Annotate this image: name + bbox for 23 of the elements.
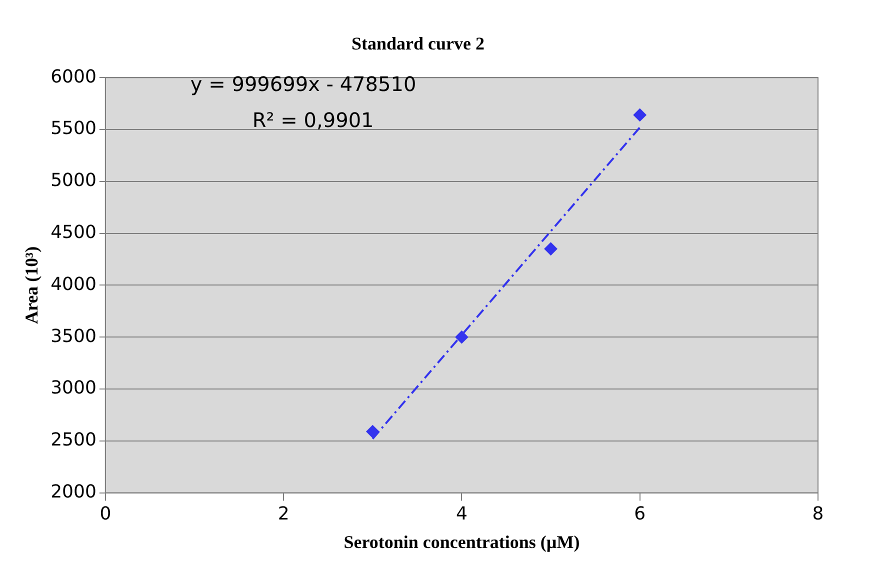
y-tick-label: 3500 (50, 326, 96, 347)
y-axis-title: Area (10³) (21, 246, 42, 324)
annotation: y = 999699x - 478510 (190, 72, 416, 96)
chart-title: Standard curve 2 (351, 33, 485, 54)
y-tick-label: 4000 (50, 274, 96, 295)
y-tick-label: 2000 (50, 481, 96, 502)
point (633, 108, 646, 122)
x-tick-label: 2 (278, 503, 290, 524)
point (455, 330, 468, 344)
y-tick-label: 4500 (50, 222, 96, 243)
annotation: R² = 0,9901 (252, 108, 374, 132)
x-tick-label: 6 (634, 503, 646, 524)
y-tick-label: 2500 (50, 430, 96, 451)
x-tick-label: 8 (812, 503, 824, 524)
y-tick-label: 6000 (50, 66, 96, 88)
y-tick-label: 5500 (50, 118, 96, 140)
point (366, 425, 380, 438)
y-tick-label: 3000 (50, 378, 96, 399)
x-axis-title: Serotonin concentrations (µM) (344, 532, 580, 552)
x-tick-label: 0 (100, 503, 112, 524)
x-tick-label: 4 (456, 503, 468, 524)
point (544, 242, 558, 256)
y-tick-label: 5000 (50, 170, 96, 192)
